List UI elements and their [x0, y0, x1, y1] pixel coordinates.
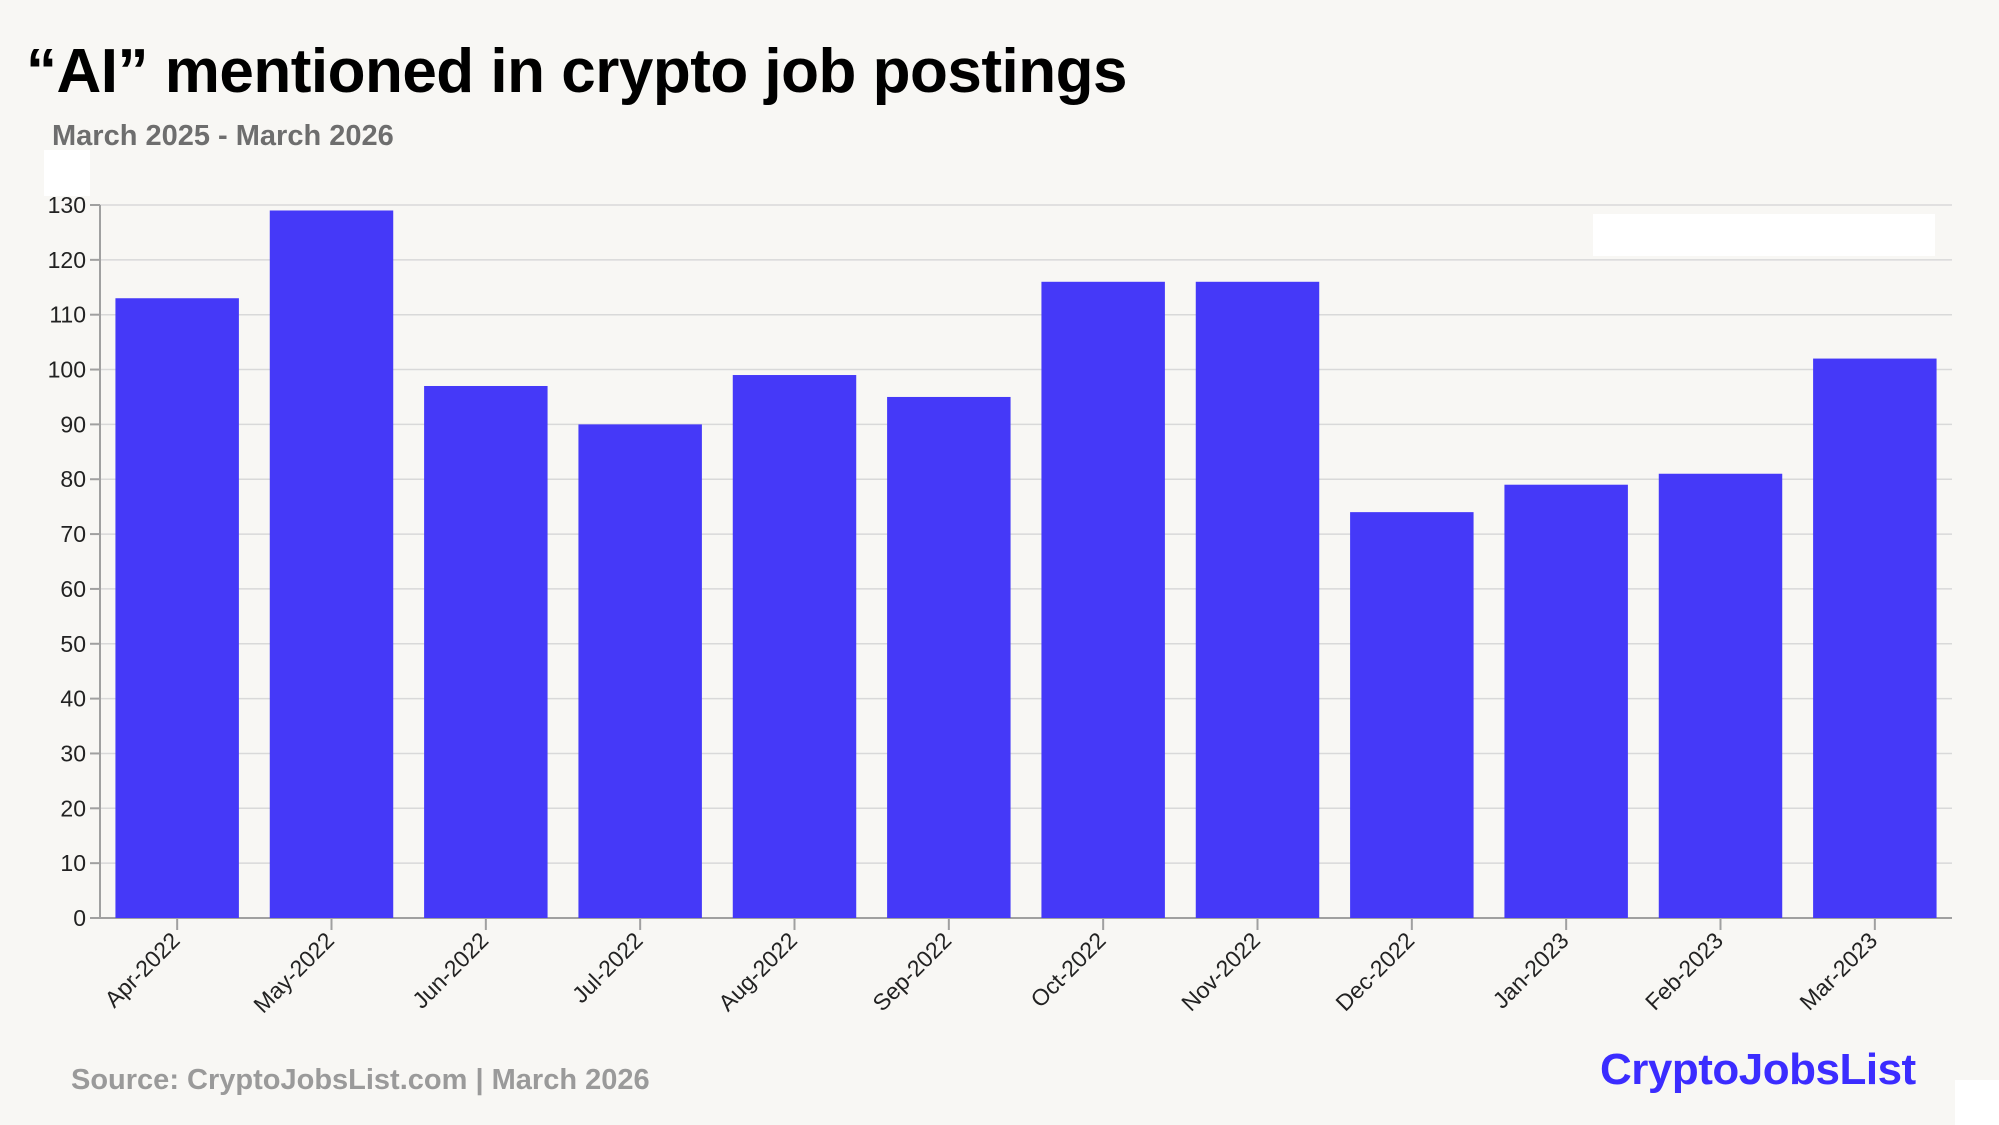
chart-title: “AI” mentioned in crypto job postings	[26, 37, 1127, 106]
white-patch-legend-area	[1593, 214, 1935, 256]
x-tick-label: Feb-2023	[1640, 927, 1728, 1015]
x-tick-label: Dec-2022	[1330, 927, 1419, 1016]
bar	[1350, 512, 1474, 918]
y-tick-label: 60	[60, 576, 86, 602]
bar	[887, 396, 1011, 918]
x-tick-label: Jan-2023	[1487, 927, 1573, 1013]
bar	[1504, 484, 1628, 918]
y-tick-label: 50	[60, 631, 86, 657]
y-tick-label: 100	[48, 357, 86, 383]
x-tick-label: Aug-2022	[713, 927, 802, 1016]
x-tick-label: Nov-2022	[1176, 927, 1265, 1016]
x-tick-label: Sep-2022	[867, 927, 956, 1016]
y-tick-label: 40	[60, 686, 86, 712]
y-tick-label: 90	[60, 411, 86, 437]
y-tick-label: 70	[60, 521, 86, 547]
y-tick-label: 10	[60, 850, 86, 876]
white-patch-bottom-right	[1955, 1080, 1999, 1125]
bar	[1813, 358, 1937, 919]
x-tick-label: Apr-2022	[99, 927, 184, 1012]
x-tick-label: Jul-2022	[567, 927, 648, 1008]
bar	[578, 424, 702, 918]
y-tick-label: 130	[48, 192, 86, 218]
y-tick-label: 0	[73, 905, 86, 931]
bar	[1195, 281, 1320, 918]
x-tick-label: Mar-2023	[1794, 927, 1882, 1015]
bar	[1658, 473, 1783, 918]
bar	[269, 210, 394, 918]
bar	[115, 298, 239, 918]
x-tick-label: Oct-2022	[1025, 927, 1110, 1012]
y-tick-label: 20	[60, 795, 86, 821]
bar	[424, 385, 548, 918]
white-patch-top-left	[44, 150, 90, 196]
x-tick-label: Jun-2022	[407, 927, 493, 1013]
y-tick-label: 80	[60, 466, 86, 492]
y-tick-label: 120	[48, 247, 86, 273]
y-tick-label: 30	[60, 740, 86, 766]
bar	[732, 375, 857, 918]
cryptojobslist-logo: CryptoJobsList	[1600, 1045, 1916, 1094]
y-tick-label: 110	[49, 302, 86, 328]
chart-subtitle: March 2025 - March 2026	[52, 120, 394, 152]
source-note: Source: CryptoJobsList.com | March 2026	[71, 1064, 650, 1096]
bar	[1041, 281, 1165, 918]
x-tick-label: May-2022	[248, 927, 339, 1018]
